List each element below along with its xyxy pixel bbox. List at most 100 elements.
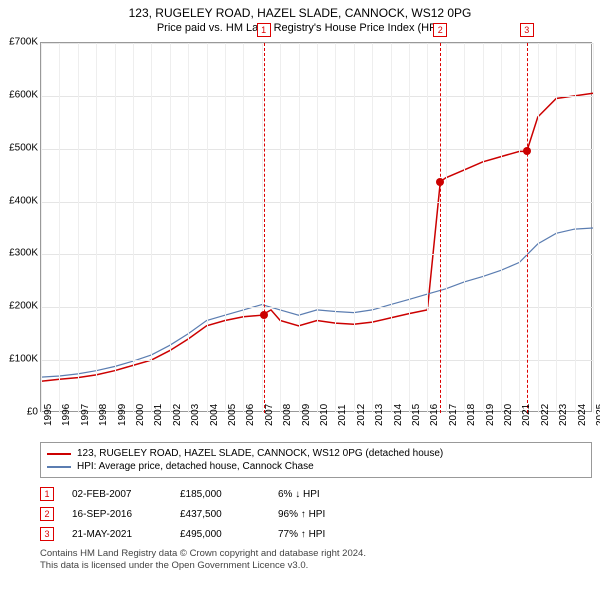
x-tick-label: 1997 bbox=[80, 404, 91, 426]
event-date: 21-MAY-2021 bbox=[72, 529, 162, 540]
x-tick-label: 2008 bbox=[282, 404, 293, 426]
x-tick-label: 2001 bbox=[153, 404, 164, 426]
y-tick-label: £100K bbox=[9, 354, 38, 365]
price-dot bbox=[436, 178, 444, 186]
vgrid bbox=[41, 43, 42, 413]
x-axis: 1995199619971998199920002001200220032004… bbox=[40, 412, 592, 436]
event-delta: 6% ↓ HPI bbox=[278, 489, 378, 500]
vgrid bbox=[170, 43, 171, 413]
vgrid bbox=[483, 43, 484, 413]
price-dot bbox=[260, 311, 268, 319]
chart-subtitle: Price paid vs. HM Land Registry's House … bbox=[0, 20, 600, 38]
event-row: 1 02-FEB-2007 £185,000 6% ↓ HPI bbox=[40, 484, 592, 504]
event-number: 1 bbox=[40, 487, 54, 501]
y-axis: £0£100K£200K£300K£400K£500K£600K£700K bbox=[0, 42, 40, 412]
vgrid bbox=[427, 43, 428, 413]
x-tick-label: 2022 bbox=[540, 404, 551, 426]
events-table: 1 02-FEB-2007 £185,000 6% ↓ HPI 2 16-SEP-2016… bbox=[40, 484, 592, 544]
y-tick-label: £500K bbox=[9, 142, 38, 153]
vgrid bbox=[372, 43, 373, 413]
y-tick-label: £200K bbox=[9, 301, 38, 312]
vgrid bbox=[575, 43, 576, 413]
legend-label: HPI: Average price, detached house, Cann… bbox=[77, 461, 314, 472]
legend-item: 123, RUGELEY ROAD, HAZEL SLADE, CANNOCK,… bbox=[47, 447, 585, 460]
event-price: £495,000 bbox=[180, 529, 260, 540]
vgrid bbox=[96, 43, 97, 413]
x-tick-label: 1996 bbox=[61, 404, 72, 426]
x-tick-label: 2011 bbox=[337, 404, 348, 426]
vgrid bbox=[299, 43, 300, 413]
vgrid bbox=[280, 43, 281, 413]
event-date: 02-FEB-2007 bbox=[72, 489, 162, 500]
x-tick-label: 2017 bbox=[448, 404, 459, 426]
vgrid bbox=[335, 43, 336, 413]
event-row: 3 21-MAY-2021 £495,000 77% ↑ HPI bbox=[40, 524, 592, 544]
footer-line: This data is licensed under the Open Gov… bbox=[40, 560, 592, 572]
x-tick-label: 2015 bbox=[411, 404, 422, 426]
chart-area: 123 bbox=[40, 42, 592, 412]
event-number: 2 bbox=[40, 507, 54, 521]
vgrid bbox=[593, 43, 594, 413]
x-tick-label: 1995 bbox=[43, 404, 54, 426]
y-tick-label: £0 bbox=[27, 407, 38, 418]
legend-label: 123, RUGELEY ROAD, HAZEL SLADE, CANNOCK,… bbox=[77, 448, 443, 459]
y-tick-label: £400K bbox=[9, 195, 38, 206]
x-tick-label: 2019 bbox=[485, 404, 496, 426]
event-delta: 96% ↑ HPI bbox=[278, 509, 378, 520]
x-tick-label: 2005 bbox=[227, 404, 238, 426]
marker-number: 1 bbox=[257, 23, 271, 37]
event-number: 3 bbox=[40, 527, 54, 541]
legend-item: HPI: Average price, detached house, Cann… bbox=[47, 460, 585, 473]
x-tick-label: 2016 bbox=[429, 404, 440, 426]
vgrid bbox=[317, 43, 318, 413]
x-tick-label: 2018 bbox=[466, 404, 477, 426]
y-tick-label: £600K bbox=[9, 89, 38, 100]
vgrid bbox=[78, 43, 79, 413]
marker-line bbox=[440, 43, 441, 413]
marker-line bbox=[264, 43, 265, 413]
vgrid bbox=[464, 43, 465, 413]
x-tick-label: 2021 bbox=[521, 404, 532, 426]
footer-attribution: Contains HM Land Registry data © Crown c… bbox=[40, 548, 592, 573]
vgrid bbox=[207, 43, 208, 413]
x-tick-label: 1998 bbox=[98, 404, 109, 426]
legend: 123, RUGELEY ROAD, HAZEL SLADE, CANNOCK,… bbox=[40, 442, 592, 478]
vgrid bbox=[409, 43, 410, 413]
x-tick-label: 2009 bbox=[301, 404, 312, 426]
event-price: £185,000 bbox=[180, 489, 260, 500]
x-tick-label: 2002 bbox=[172, 404, 183, 426]
y-tick-label: £300K bbox=[9, 248, 38, 259]
price-dot bbox=[523, 147, 531, 155]
x-tick-label: 2020 bbox=[503, 404, 514, 426]
x-tick-label: 2023 bbox=[558, 404, 569, 426]
event-date: 16-SEP-2016 bbox=[72, 509, 162, 520]
x-tick-label: 2012 bbox=[356, 404, 367, 426]
vgrid bbox=[556, 43, 557, 413]
legend-swatch bbox=[47, 466, 71, 468]
legend-swatch bbox=[47, 453, 71, 455]
vgrid bbox=[243, 43, 244, 413]
x-tick-label: 2024 bbox=[577, 404, 588, 426]
vgrid bbox=[133, 43, 134, 413]
vgrid bbox=[538, 43, 539, 413]
event-row: 216-SEP-2016£437,50096% ↑ HPI bbox=[40, 504, 592, 524]
x-tick-label: 2004 bbox=[209, 404, 220, 426]
marker-number: 2 bbox=[433, 23, 447, 37]
plot-area: 123 bbox=[41, 43, 593, 413]
vgrid bbox=[151, 43, 152, 413]
x-tick-label: 2013 bbox=[374, 404, 385, 426]
vgrid bbox=[188, 43, 189, 413]
vgrid bbox=[115, 43, 116, 413]
x-tick-label: 1999 bbox=[117, 404, 128, 426]
x-tick-label: 2014 bbox=[393, 404, 404, 426]
marker-line bbox=[527, 43, 528, 413]
x-tick-label: 2000 bbox=[135, 404, 146, 426]
x-tick-label: 2006 bbox=[245, 404, 256, 426]
vgrid bbox=[501, 43, 502, 413]
y-tick-label: £700K bbox=[9, 37, 38, 48]
vgrid bbox=[59, 43, 60, 413]
x-tick-label: 2007 bbox=[264, 404, 275, 426]
event-delta: 77% ↑ HPI bbox=[278, 529, 378, 540]
vgrid bbox=[391, 43, 392, 413]
footer-line: Contains HM Land Registry data © Crown c… bbox=[40, 548, 592, 560]
